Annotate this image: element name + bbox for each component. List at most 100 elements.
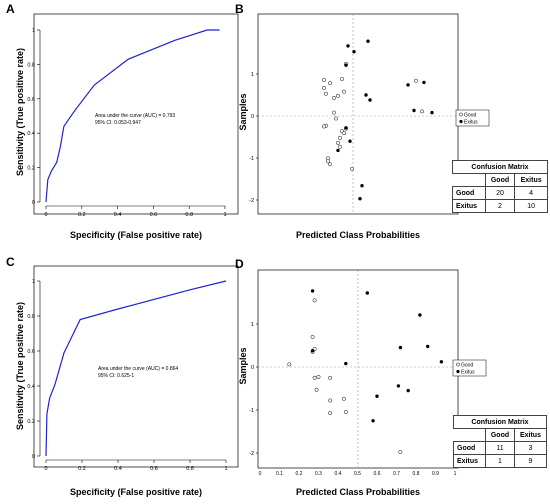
panel-d-legend-good-marker (456, 362, 460, 367)
panel-b-matrix-cell: 4 (514, 186, 548, 200)
panel-b-matrix-col-good: Good (484, 173, 516, 187)
panel-b-exitus-point (336, 148, 340, 153)
panel-b-exitus-point (358, 197, 362, 201)
panel-b-frame (257, 13, 459, 215)
panel-c-ticks: 0 0 0.2 0.2 0.4 0.4 0.6 0.6 0.8 0.8 1 1 (27, 279, 227, 472)
panel-b-good-point (324, 91, 328, 96)
panel-d-matrix-col-good: Good (485, 428, 515, 442)
panel-b-exitus-point (344, 63, 348, 67)
panel-b-exitus-point (368, 98, 372, 102)
panel-d-good-point (328, 398, 333, 403)
panel-c-x-tick-label: 1 (224, 466, 227, 472)
panel-c-y-axis-label: Sensitivity (True positive rate) (15, 302, 25, 430)
panel-b-exitus-point (422, 80, 426, 85)
panel-c-x-tick-label: 0 (44, 466, 47, 472)
panel-c-y-tick-label: 1 (32, 279, 35, 285)
panel-b-matrix-row-good: Good (452, 186, 486, 200)
panel-b: B 1 0 -1 -2 Good Exitus Predicted Class Pro… (235, 2, 490, 240)
panel-d-exitus-point (375, 394, 379, 398)
panel-d-matrix-row-exitus: Exitus (452, 454, 487, 468)
panel-b-matrix-title: Confusion Matrix (452, 160, 548, 174)
panel-c-y-tick-label: 0.2 (27, 419, 35, 425)
panel-b-exitus-point (366, 39, 370, 43)
panel-b-exitus-point (346, 44, 350, 48)
panel-d-exitus-point (439, 360, 444, 364)
panel-b-matrix-cell: 2 (484, 199, 516, 213)
panel-d-exitus-point (426, 344, 430, 349)
panel-d-matrix-col-exitus: Exitus (513, 428, 548, 442)
panel-d-good-point (343, 410, 348, 415)
panel-a-y-tick-label: 0 (32, 200, 35, 206)
panel-b-exitus-point (360, 184, 364, 188)
panel-a-letter: A (6, 2, 15, 16)
panel-a-x-tick-label: 1 (223, 212, 226, 218)
panel-d-exitus-point (344, 361, 348, 366)
panel-a-y-tick-label: 0.6 (27, 97, 35, 103)
panel-d-good-point (316, 374, 321, 379)
panel-b-good-point (414, 78, 418, 83)
panel-d-x-tick-label: 0.3 (315, 471, 322, 477)
panel-b-good-point (322, 77, 326, 82)
panel-d-x-tick-label: 0.4 (335, 471, 342, 477)
panel-b-legend-box (455, 109, 490, 127)
panel-c-roc-curve (45, 280, 227, 457)
panel-c-letter: C (6, 255, 15, 269)
panel-d-x-tick-label: 1 (454, 471, 457, 477)
panel-c-ci-text: 95% CI: 0.625-1 (98, 373, 134, 379)
panel-b-exitus-point (412, 108, 416, 113)
panel-b-matrix-cell: 10 (514, 199, 548, 213)
panel-a-x-tick-label: 0.8 (185, 212, 193, 218)
panel-a-x-tick-label: 0.4 (114, 212, 122, 218)
panel-b-legend-exitus-marker (459, 119, 463, 124)
panel-b-good-point (334, 116, 338, 121)
panel-c-frame (33, 265, 239, 468)
panel-d-legend-good: Good (461, 363, 473, 369)
panel-c-x-tick-label: 0.6 (150, 466, 158, 472)
panel-c-y-tick-label: 0 (32, 454, 35, 460)
panel-d-good-point (341, 396, 346, 401)
panel-d-good-point (398, 450, 403, 455)
panel-b-exitus-point (348, 139, 352, 143)
panel-d-x-tick-label: 0.8 (413, 471, 420, 477)
panel-c-y-tick-label: 0.4 (27, 384, 35, 390)
panel-b-matrix-row-exitus: Exitus (452, 199, 486, 213)
panel-b-good-point (332, 95, 336, 100)
panel-b-exitus-point (430, 110, 434, 115)
panel-c: C 0 0 0.2 0.2 0.4 0.4 0.6 0.6 0.8 0.8 1 1 Area unde… (6, 255, 239, 497)
panel-a-auc-text: Area under the curve (AUC) = 0.793 (95, 113, 175, 119)
panel-a-y-tick-label: 1 (32, 28, 35, 34)
panel-d-legend: Good Exitus (452, 359, 487, 377)
panel-d-exitus-point (398, 345, 403, 350)
panel-d-x-tick-label: 0.5 (354, 471, 361, 477)
panel-d-x-axis-label: Predicted Class Probabilities (296, 487, 420, 497)
panel-c-x-axis-label: Specificity (False positive rate) (70, 487, 202, 497)
panel-b-good-point (322, 124, 326, 129)
panel-b-y-tick-label: 1 (251, 72, 254, 78)
panel-c-y-tick-label: 0.8 (27, 314, 35, 320)
panel-b-good-point (322, 85, 326, 90)
panel-a-roc-curve (45, 29, 220, 203)
panel-d-x-tick-label: 0.1 (276, 471, 283, 477)
panel-d-exitus-point (310, 349, 315, 353)
panel-d-x-tick-label: 0.7 (393, 471, 400, 477)
panel-a-ticks: 0 0 0.2 0.2 0.4 0.4 0.6 0.6 0.8 0.8 1 1 (27, 28, 226, 218)
panel-b-good-point (342, 131, 346, 136)
panel-b-good-point (328, 81, 332, 86)
panel-d-ticks: 1 0 -1 -2 0 0.1 0.2 0.3 0.4 0.5 0.6 0.7 0.8 0.9 1 (249, 322, 457, 477)
panel-a: A 0 0 0.2 0.2 0.4 0.4 0.6 0.6 0.8 0.8 1 1 Area unde… (6, 2, 239, 240)
panel-c-x-tick-label: 0.4 (114, 466, 122, 472)
panel-d-matrix-cell: 9 (513, 454, 548, 468)
panel-b-good-point (336, 140, 340, 145)
panel-b-legend-good: Good (464, 113, 476, 119)
panel-d-exitus-point (396, 384, 401, 388)
panel-b-letter: B (235, 2, 244, 16)
panel-d-exitus-point (406, 388, 410, 393)
panel-d-good-point (312, 298, 317, 303)
panel-b-y-axis-label: Samples (238, 93, 248, 130)
panel-b-exitus-point (406, 83, 410, 87)
panel-b-exitus-point (364, 93, 368, 97)
panel-d-matrix-cell: 1 (485, 454, 515, 468)
panel-d-exitus-point (365, 291, 369, 295)
panel-b-exitus-point (352, 50, 356, 54)
